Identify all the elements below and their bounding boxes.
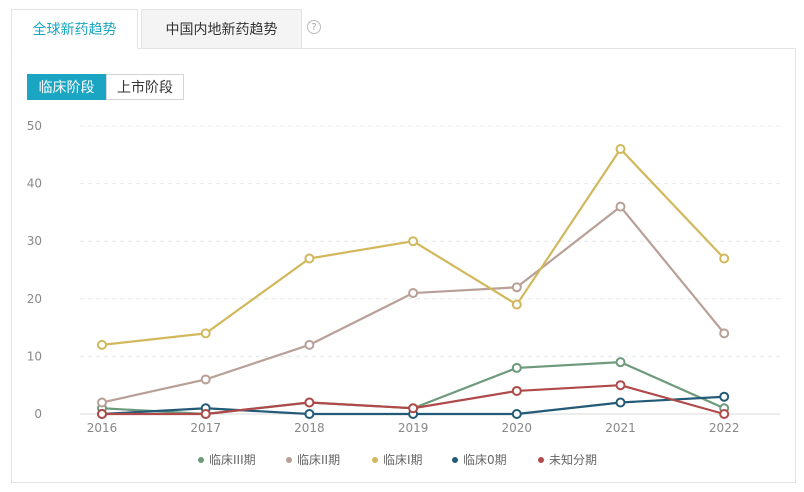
data-point[interactable] xyxy=(304,409,315,419)
x-tick-label: 2017 xyxy=(190,421,221,435)
legend-marker[interactable] xyxy=(286,457,292,463)
legend-marker[interactable] xyxy=(198,457,204,463)
data-point[interactable] xyxy=(615,201,626,212)
segment-market-stage[interactable]: 上市阶段 xyxy=(106,74,184,100)
y-tick-label: 30 xyxy=(27,234,42,248)
data-point[interactable] xyxy=(304,397,315,408)
tab-global-new-drug-trend[interactable]: 全球新药趋势 xyxy=(11,9,138,49)
data-point[interactable] xyxy=(511,282,522,293)
series-line xyxy=(101,147,725,346)
data-point[interactable] xyxy=(719,391,730,402)
data-point[interactable] xyxy=(511,299,522,310)
data-point[interactable] xyxy=(511,385,522,396)
data-point[interactable] xyxy=(408,288,419,299)
data-point[interactable] xyxy=(200,328,211,339)
data-point[interactable] xyxy=(200,409,211,419)
x-tick-label: 2020 xyxy=(502,421,533,435)
legend-marker[interactable] xyxy=(372,457,378,463)
legend-label[interactable]: 临床0期 xyxy=(463,453,507,467)
tab-bar: 全球新药趋势 中国内地新药趋势 ? xyxy=(0,0,804,49)
y-tick-label: 40 xyxy=(27,177,42,191)
data-point[interactable] xyxy=(615,380,626,391)
legend-label[interactable]: 临床I期 xyxy=(383,453,423,467)
data-point[interactable] xyxy=(408,403,419,414)
question-circle-icon[interactable]: ? xyxy=(307,20,321,34)
x-tick-label: 2016 xyxy=(87,421,118,435)
data-point[interactable] xyxy=(200,374,211,385)
data-point[interactable] xyxy=(304,339,315,350)
legend-label[interactable]: 临床II期 xyxy=(297,453,340,467)
data-point[interactable] xyxy=(719,328,730,339)
data-point[interactable] xyxy=(719,253,730,264)
legend-marker[interactable] xyxy=(538,457,544,463)
data-point[interactable] xyxy=(719,409,730,419)
data-point[interactable] xyxy=(511,409,522,419)
data-point[interactable] xyxy=(97,339,107,350)
x-tick-label: 2021 xyxy=(605,421,636,435)
data-point[interactable] xyxy=(615,144,626,155)
y-tick-label: 20 xyxy=(27,292,42,306)
data-point[interactable] xyxy=(97,397,107,408)
y-tick-label: 10 xyxy=(27,349,42,363)
legend-label[interactable]: 未知分期 xyxy=(549,453,597,467)
legend-marker[interactable] xyxy=(452,457,458,463)
y-tick-label: 50 xyxy=(27,119,42,133)
series-line xyxy=(101,205,726,404)
data-point[interactable] xyxy=(408,236,419,247)
data-point[interactable] xyxy=(97,409,107,419)
x-tick-label: 2019 xyxy=(398,421,429,435)
data-point[interactable] xyxy=(615,397,626,408)
x-tick-label: 2018 xyxy=(294,421,325,435)
data-point[interactable] xyxy=(304,253,315,264)
segment-clinical-stage[interactable]: 临床阶段 xyxy=(27,74,106,100)
data-point[interactable] xyxy=(511,362,522,373)
legend-label[interactable]: 临床III期 xyxy=(209,453,256,467)
x-tick-label: 2022 xyxy=(709,421,740,435)
data-point[interactable] xyxy=(615,357,626,368)
y-tick-label: 0 xyxy=(34,407,42,421)
